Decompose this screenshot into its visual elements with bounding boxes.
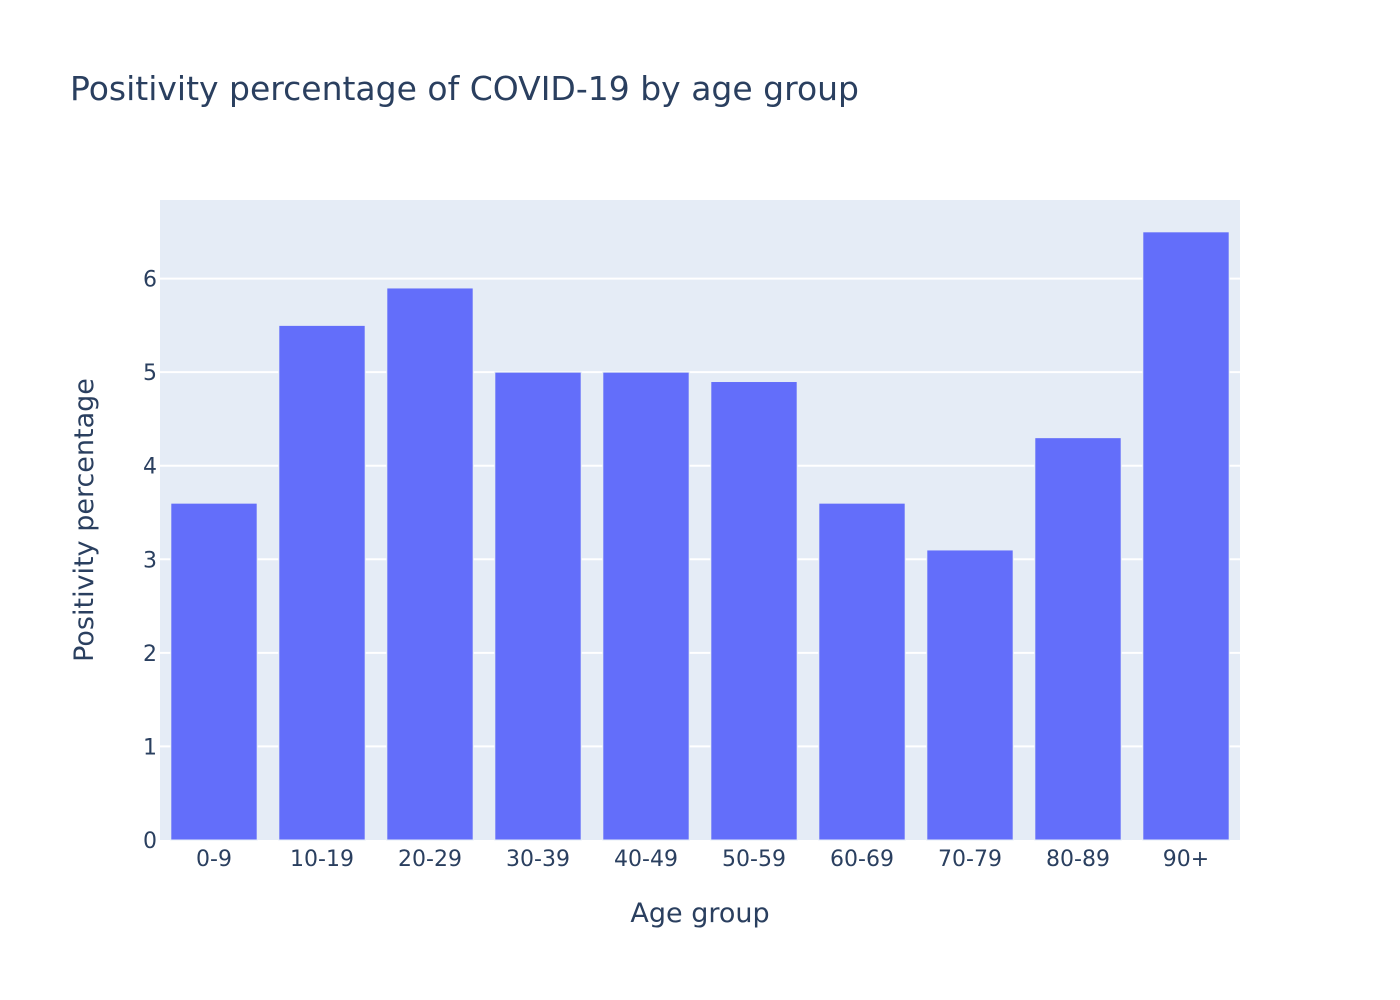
x-tick-label: 90+ [1163,847,1209,872]
x-tick-label: 70-79 [938,847,1002,872]
bar[interactable] [170,502,258,841]
x-tick-label: 50-59 [722,847,786,872]
y-tick-label: 3 [143,548,157,573]
bar[interactable] [602,371,690,841]
bar[interactable] [710,381,798,841]
x-axis-title: Age group [630,898,769,929]
chart-title: Positivity percentage of COVID-19 by age… [70,69,859,108]
x-tick-label: 0-9 [196,847,232,872]
bar[interactable] [1142,231,1230,841]
bars [170,231,1230,841]
y-tick-label: 6 [143,268,157,293]
y-tick-label: 0 [143,829,157,854]
x-tick-label: 80-89 [1046,847,1110,872]
x-tick-label: 30-39 [506,847,570,872]
y-tick-label: 5 [143,361,157,386]
bar[interactable] [494,371,582,841]
x-tick-label: 40-49 [614,847,678,872]
y-axis-ticks: 0 1 2 3 4 5 6 [143,268,157,854]
y-tick-label: 2 [143,642,157,667]
x-axis-ticks: 0-9 10-19 20-29 30-39 40-49 50-59 60-69 70-79 80… [196,847,1209,872]
x-tick-label: 10-19 [290,847,354,872]
bar[interactable] [1034,437,1122,841]
y-tick-label: 4 [143,455,157,480]
bar[interactable] [818,502,906,841]
bar[interactable] [386,287,474,841]
bar[interactable] [278,324,366,841]
bar[interactable] [926,549,1014,841]
x-tick-label: 60-69 [830,847,894,872]
x-tick-label: 20-29 [398,847,462,872]
y-axis-title: Positivity percentage [69,378,100,662]
y-tick-label: 1 [143,735,157,760]
